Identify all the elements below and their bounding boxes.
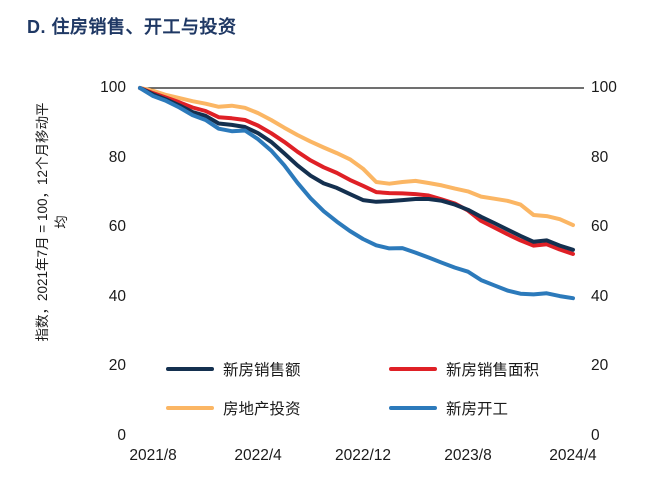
y-tick-left-0: 0 [117,427,126,444]
y-tick-right-100: 100 [591,79,617,96]
series-line-新房销售面积 [138,86,575,256]
series-line-新房开工 [138,86,575,301]
legend-line-swatch [389,405,437,411]
legend-line-swatch [166,366,214,372]
legend-label: 新房销售额 [223,362,301,379]
legend-item-新房开工: 新房开工 [389,400,509,418]
y-tick-right-60: 60 [591,218,609,236]
legend-label: 房地产投资 [223,401,301,418]
y-tick-right-40: 40 [591,287,609,305]
y-tick-right-80: 80 [591,148,609,166]
series-line-房地产投资 [138,86,575,228]
y-tick-left-20: 20 [108,357,126,375]
legend-line-swatch [389,366,437,372]
y-tick-right-20: 20 [591,357,609,375]
legend-item-新房销售面积: 新房销售面积 [389,361,540,379]
x-tick-2023/8: 2023/8 [444,447,492,464]
chart-title: D. 住房销售、开工与投资 [27,17,237,37]
y-tick-left-80: 80 [108,148,126,166]
legend-label: 新房开工 [446,401,509,418]
x-tick-2022/12: 2022/12 [335,447,392,464]
legend-item-房地产投资: 房地产投资 [166,400,301,418]
legend-item-新房销售额: 新房销售额 [166,361,301,379]
y-tick-left-40: 40 [108,287,126,305]
x-tick-2024/4: 2024/4 [549,447,597,464]
legend-line-swatch [166,405,214,411]
y-tick-left-100: 100 [100,79,126,96]
y-tick-right-0: 0 [591,427,600,444]
y-tick-left-60: 60 [108,218,126,236]
legend-label: 新房销售面积 [446,362,540,379]
x-tick-2021/8: 2021/8 [129,447,177,464]
x-tick-2022/4: 2022/4 [234,447,282,464]
series-line-新房销售额 [138,86,575,252]
